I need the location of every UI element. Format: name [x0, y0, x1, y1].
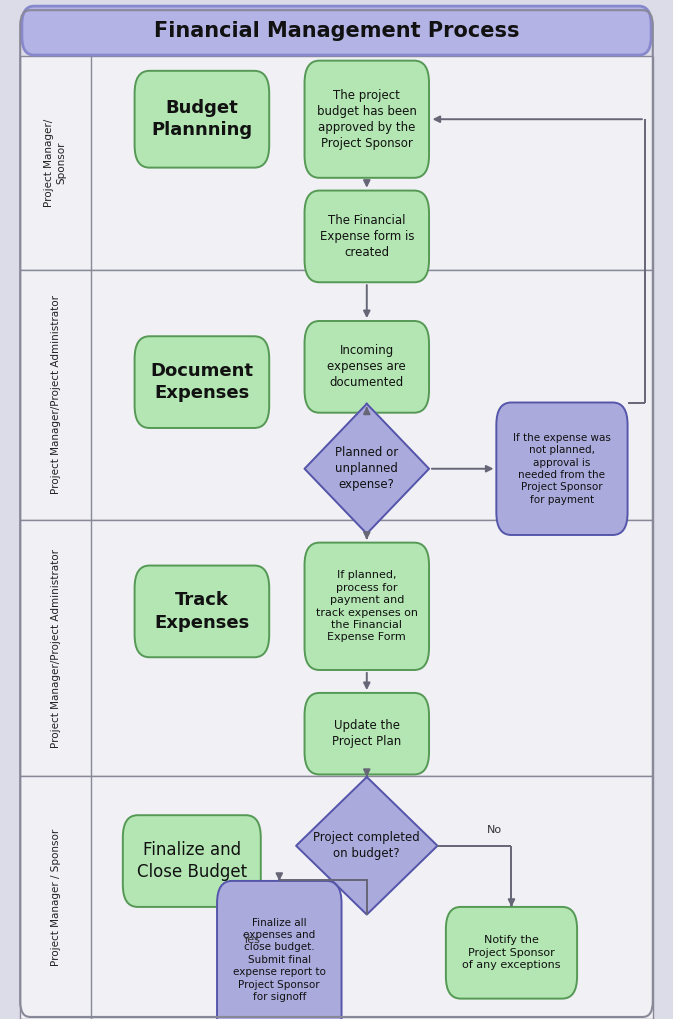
FancyBboxPatch shape: [304, 542, 429, 671]
Text: Project Manager/Project Administrator: Project Manager/Project Administrator: [50, 548, 61, 748]
Text: Yes: Yes: [244, 935, 261, 945]
Text: Project Manager/Project Administrator: Project Manager/Project Administrator: [50, 296, 61, 494]
FancyBboxPatch shape: [304, 693, 429, 774]
Text: Project completed
on budget?: Project completed on budget?: [314, 832, 420, 860]
FancyBboxPatch shape: [22, 6, 651, 55]
Bar: [20, 56, 653, 270]
Bar: [20, 776, 653, 1019]
FancyBboxPatch shape: [122, 815, 260, 907]
Bar: [20, 520, 653, 776]
Text: Project Manager / Sponsor: Project Manager / Sponsor: [50, 829, 61, 966]
FancyBboxPatch shape: [135, 336, 269, 428]
Text: The Financial
Expense form is
created: The Financial Expense form is created: [320, 214, 414, 259]
Text: Document
Expenses: Document Expenses: [150, 362, 254, 403]
FancyBboxPatch shape: [135, 71, 269, 168]
FancyBboxPatch shape: [304, 61, 429, 178]
Text: Financial Management Process: Financial Management Process: [153, 20, 520, 41]
Text: No: No: [487, 825, 502, 836]
Text: Budget
Plannning: Budget Plannning: [151, 99, 252, 140]
Text: The project
budget has been
approved by the
Project Sponsor: The project budget has been approved by …: [317, 89, 417, 150]
Text: Update the
Project Plan: Update the Project Plan: [332, 719, 401, 748]
FancyBboxPatch shape: [446, 907, 577, 999]
Text: Project Manager/
Sponsor: Project Manager/ Sponsor: [44, 119, 67, 207]
FancyBboxPatch shape: [217, 880, 341, 1019]
Text: If planned,
process for
payment and
track expenses on
the Financial
Expense Form: If planned, process for payment and trac…: [316, 571, 418, 642]
FancyBboxPatch shape: [304, 321, 429, 413]
Text: Track
Expenses: Track Expenses: [154, 591, 250, 632]
Text: Notify the
Project Sponsor
of any exceptions: Notify the Project Sponsor of any except…: [462, 935, 561, 970]
Text: Finalize and
Close Budget: Finalize and Close Budget: [137, 841, 247, 881]
FancyBboxPatch shape: [496, 403, 627, 535]
FancyBboxPatch shape: [135, 566, 269, 657]
Text: If the expense was
not planned,
approval is
needed from the
Project Sponsor
for : If the expense was not planned, approval…: [513, 433, 611, 504]
Polygon shape: [296, 776, 437, 915]
Text: Planned or
unplanned
expense?: Planned or unplanned expense?: [335, 446, 398, 491]
Polygon shape: [304, 404, 429, 534]
Text: Finalize all
expenses and
close budget.
Submit final
expense report to
Project S: Finalize all expenses and close budget. …: [233, 918, 326, 1002]
FancyBboxPatch shape: [304, 191, 429, 282]
Text: Incoming
expenses are
documented: Incoming expenses are documented: [327, 344, 406, 389]
Bar: [20, 270, 653, 520]
